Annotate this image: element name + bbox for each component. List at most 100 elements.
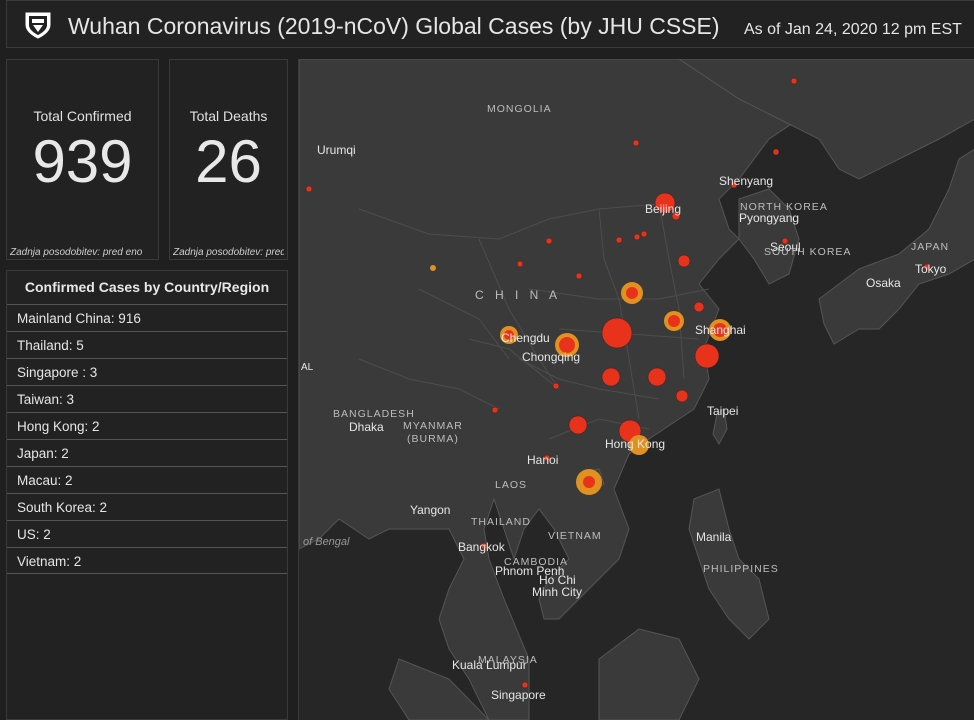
total-confirmed-value: 939	[32, 128, 133, 195]
russia-marker[interactable]	[790, 77, 798, 85]
map-label-chengdu: Chengdu	[501, 331, 550, 345]
map-label-laos: LAOS	[495, 479, 528, 491]
jhu-shield-icon	[25, 12, 51, 39]
map-label-dhaka: Dhaka	[349, 420, 384, 434]
japan-marker[interactable]	[923, 263, 931, 271]
total-deaths-updated: Zadnja posodobitev: pred	[173, 247, 284, 258]
case-markers[interactable]	[299, 59, 974, 720]
list-item[interactable]: Singapore : 3	[7, 358, 287, 385]
list-item[interactable]: Macau: 2	[7, 466, 287, 493]
korea-peninsula	[738, 188, 800, 285]
map-label-seoul: Seoul	[770, 240, 801, 254]
map-label-pyongyang: Pyongyang	[739, 211, 800, 225]
map-label-taipei: Taipei	[707, 404, 739, 418]
shandong-marker[interactable]	[677, 254, 691, 268]
cases-map[interactable]: MONGOLIA Urumqi Shenyang NORTH KOREA Pyo…	[298, 59, 974, 720]
map-label-thailand: THAILAND	[471, 516, 531, 528]
map-label-singapore: Singapore	[491, 688, 546, 702]
list-item[interactable]: Japan: 2	[7, 439, 287, 466]
sumatra-island	[388, 658, 490, 720]
list-item[interactable]: Taiwan: 3	[7, 385, 287, 412]
total-deaths-panel: Total Deaths 26 Zadnja posodobitev: pred	[169, 59, 288, 260]
heilongjiang-marker[interactable]	[772, 148, 780, 156]
ningxia-marker[interactable]	[640, 230, 648, 238]
total-deaths-value: 26	[195, 128, 262, 195]
map-label-bangladesh: BANGLADESH	[333, 408, 415, 420]
total-confirmed-updated: Zadnja posodobitev: pred eno	[10, 247, 143, 258]
map-label-north-korea: NORTH KOREA	[740, 201, 828, 213]
map-label-minh-city: Minh City	[532, 585, 583, 599]
map-label-ho-chi: Ho Chi	[539, 573, 576, 587]
total-deaths-label: Total Deaths	[189, 108, 268, 124]
map-label-beijing: Beijing	[645, 202, 682, 216]
beijing-marker[interactable]	[654, 192, 676, 214]
list-item[interactable]: US: 2	[7, 520, 287, 547]
jiangsu-marker[interactable]	[693, 301, 705, 313]
list-item[interactable]: Vietnam: 2	[7, 547, 287, 574]
total-confirmed-label: Total Confirmed	[33, 108, 132, 124]
map-label-chongqing: Chongqing	[522, 350, 581, 364]
map-label-south-korea: SOUTH KOREA	[764, 246, 852, 258]
map-label-cambodia: CAMBODIA	[504, 556, 569, 568]
map-label-urumqi: Urumqi	[317, 143, 356, 157]
shanxi-marker[interactable]	[615, 236, 623, 244]
shaanxi-marker[interactable]	[575, 272, 583, 280]
map-label-vietnam: VIETNAM	[548, 530, 602, 542]
province-borders	[358, 203, 710, 440]
map-label-osaka: Osaka	[866, 276, 901, 290]
tibet-marker[interactable]	[430, 265, 436, 271]
asia-landmass	[299, 59, 830, 720]
guangxi-marker[interactable]	[568, 415, 588, 435]
map-label-kuala-lumpur: Kuala Lumpur	[452, 658, 527, 672]
singapore-marker[interactable]	[521, 681, 529, 689]
japan-islands	[818, 149, 974, 345]
map-label-hong-kong: Hong Kong	[605, 437, 666, 451]
map-label-phnom-penh: Phnom Penh	[495, 564, 565, 578]
zhejiang-marker[interactable]	[694, 343, 720, 369]
thailand-marker[interactable]	[480, 542, 488, 550]
philippines-islands	[688, 488, 770, 640]
list-item[interactable]: Thailand: 5	[7, 331, 287, 358]
fujian-marker[interactable]	[675, 389, 689, 403]
borneo-island	[598, 628, 700, 720]
hebei-marker[interactable]	[633, 233, 641, 241]
map-label-myanmar: MYANMAR	[403, 420, 463, 432]
hunan-marker[interactable]	[601, 367, 621, 387]
gansu-marker[interactable]	[516, 260, 524, 268]
henan-marker[interactable]	[545, 237, 553, 245]
header-bar: Wuhan Coronavirus (2019-nCoV) Global Cas…	[6, 0, 974, 48]
map-label-philippines: PHILIPPINES	[703, 563, 779, 575]
hongkong-ring-marker[interactable]	[629, 435, 649, 455]
map-label-japan: JAPAN	[911, 241, 950, 253]
page-title: Wuhan Coronavirus (2019-nCoV) Global Cas…	[68, 13, 720, 39]
korea-marker[interactable]	[781, 237, 789, 245]
country-list-panel: Confirmed Cases by Country/Region Mainla…	[6, 270, 288, 720]
last-updated-text: As of Jan 24, 2020 12 pm EST	[744, 21, 962, 38]
map-basemap	[299, 59, 974, 720]
list-item[interactable]: South Korea: 2	[7, 493, 287, 520]
country-list: Mainland China: 916 Thailand: 5 Singapor…	[7, 304, 287, 574]
yunnan-marker[interactable]	[491, 406, 499, 414]
map-label-tokyo: Tokyo	[915, 262, 947, 276]
liaoning-marker[interactable]	[730, 181, 738, 189]
map-label-al: AL	[301, 362, 314, 373]
tianjin-marker[interactable]	[671, 211, 681, 221]
jiangxi-marker[interactable]	[647, 367, 667, 387]
map-label-bay-of-bengal: of Bengal	[303, 536, 350, 548]
total-confirmed-panel: Total Confirmed 939 Zadnja posodobitev: …	[6, 59, 159, 260]
country-list-title: Confirmed Cases by Country/Region	[24, 279, 270, 295]
map-label-shenyang: Shenyang	[719, 174, 774, 188]
map-label-manila: Manila	[696, 530, 732, 544]
map-label-mongolia: MONGOLIA	[487, 103, 552, 115]
map-label-yangon: Yangon	[410, 503, 451, 517]
innermongolia-marker[interactable]	[632, 139, 640, 147]
wuhan-marker[interactable]	[601, 317, 633, 349]
taiwan-island	[712, 408, 728, 446]
xinjiang-marker[interactable]	[305, 185, 313, 193]
map-label-china: C H I N A	[475, 288, 562, 302]
list-item[interactable]: Hong Kong: 2	[7, 412, 287, 439]
map-label-shanghai: Shanghai	[695, 323, 746, 337]
list-item[interactable]: Mainland China: 916	[7, 304, 287, 331]
vietnam-marker[interactable]	[543, 454, 551, 462]
guizhou-marker[interactable]	[552, 382, 560, 390]
